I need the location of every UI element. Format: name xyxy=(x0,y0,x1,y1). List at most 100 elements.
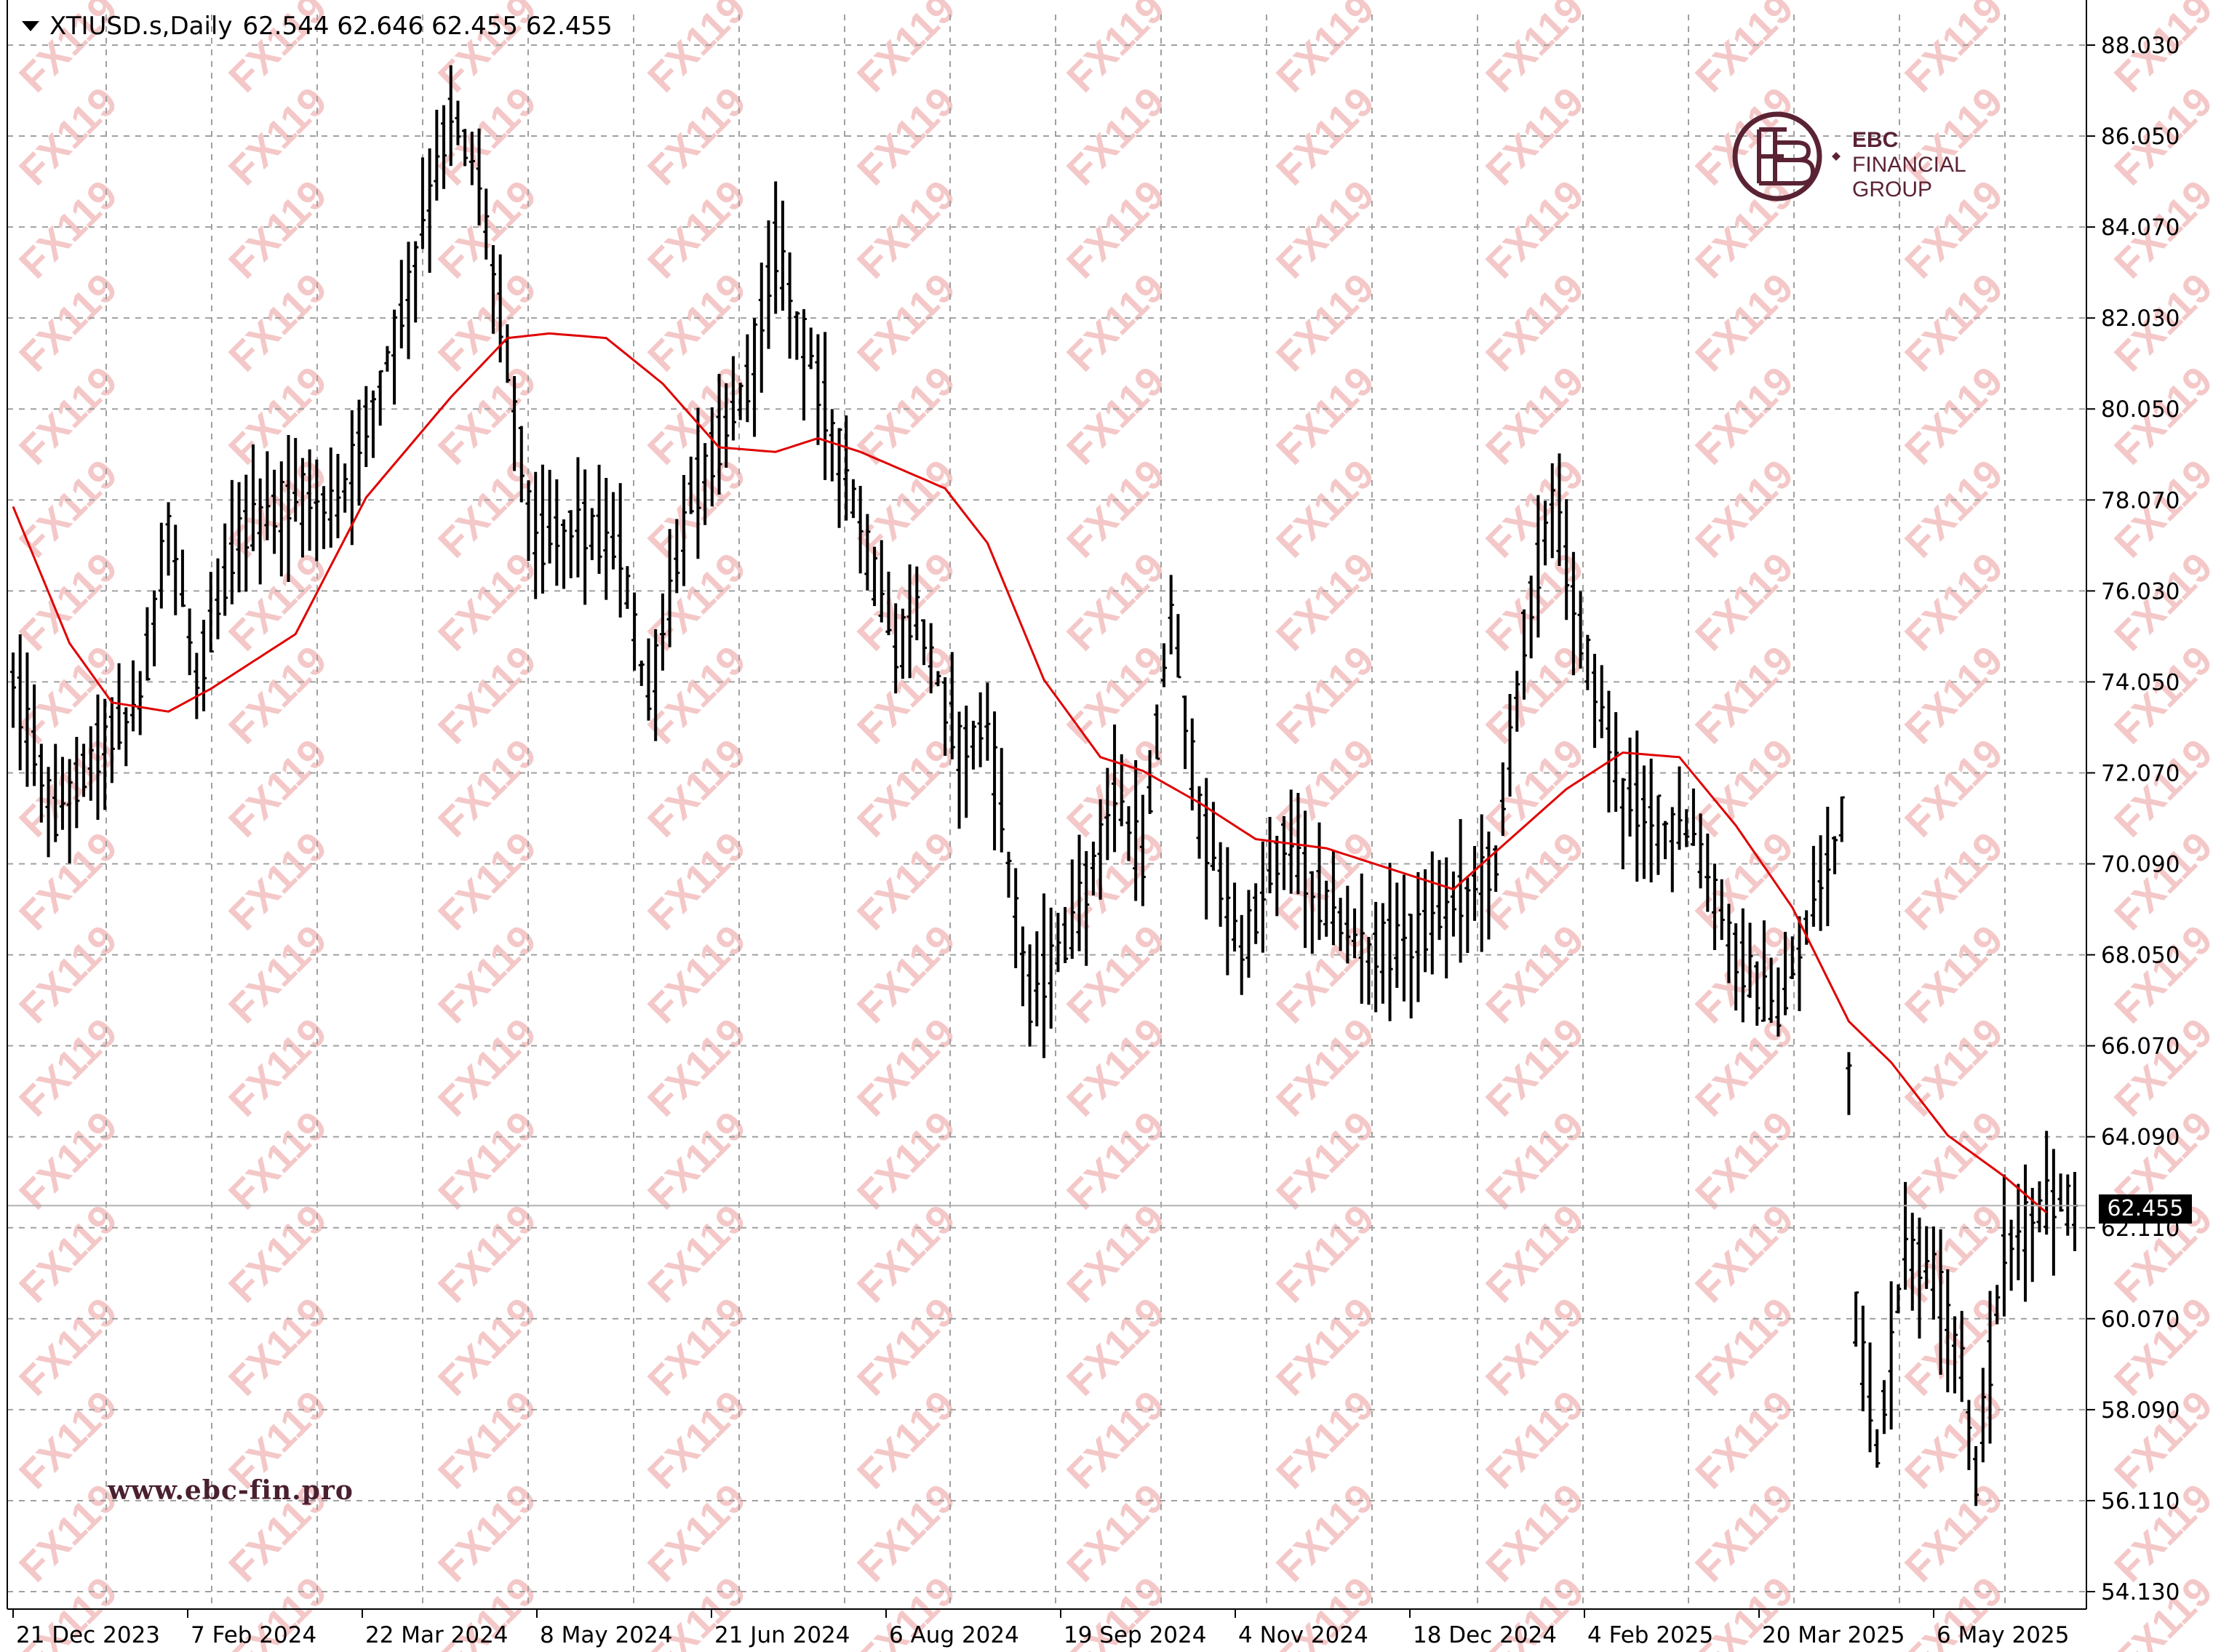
watermark-text: FX119 xyxy=(1477,171,1592,287)
watermark-text: FX119 xyxy=(848,1381,964,1497)
watermark-text: FX119 xyxy=(1896,730,2011,845)
dropdown-triangle-icon[interactable] xyxy=(22,21,39,31)
watermark-text: FX119 xyxy=(220,1102,335,1218)
watermark-text: FX119 xyxy=(1896,1009,2011,1125)
watermark-text: FX119 xyxy=(1267,1288,1383,1404)
watermark-text: FX119 xyxy=(639,1195,754,1311)
watermark-text: FX119 xyxy=(848,1102,964,1218)
watermark-text: FX119 xyxy=(639,1288,754,1404)
brand-text: EBC FINANCIAL GROUP xyxy=(1852,128,1966,202)
watermark-text: FX119 xyxy=(1267,543,1383,659)
watermark-text: FX119 xyxy=(1058,0,1173,100)
watermark-text: FX119 xyxy=(1896,543,2011,659)
ohlc-bars xyxy=(10,65,2078,1507)
website-url: www.ebc-fin.pro xyxy=(108,1475,354,1506)
watermark-text: FX119 xyxy=(10,357,126,473)
watermark-text: FX119 xyxy=(1058,543,1173,659)
watermark-text: FX119 xyxy=(1896,357,2011,473)
watermark-text: FX119 xyxy=(1477,730,1592,845)
watermark-text: FX119 xyxy=(848,1009,964,1125)
watermark-text: FX119 xyxy=(1477,543,1592,659)
x-tick-label: 4 Feb 2025 xyxy=(1587,1622,1713,1648)
watermark-text: FX119 xyxy=(1058,1475,1173,1590)
x-tick-label: 6 May 2025 xyxy=(1937,1622,2069,1648)
watermark-tiles: FX119 FX119 FX119 FX119 FX119 FX119 FX119 FX119… xyxy=(10,0,2213,1652)
y-tick-label: 76.030 xyxy=(2101,578,2180,604)
watermark-text: FX119 xyxy=(639,1102,754,1218)
watermark-text: FX119 xyxy=(2105,916,2213,1031)
x-tick-label: 18 Dec 2024 xyxy=(1413,1622,1557,1648)
watermark-text: FX119 xyxy=(220,1288,335,1404)
watermark-text: FX119 xyxy=(848,357,964,473)
watermark-text: FX119 xyxy=(1058,1381,1173,1497)
watermark-text: FX119 xyxy=(639,1381,754,1497)
y-tick-label: 66.070 xyxy=(2101,1034,2180,1060)
y-tick-label: 72.070 xyxy=(2101,760,2180,786)
watermark-text: FX119 xyxy=(1267,264,1383,380)
watermark-text: FX119 xyxy=(1477,0,1592,100)
watermark-text: FX119 xyxy=(1267,1009,1383,1125)
brand-name: EBC xyxy=(1852,128,1899,152)
ohlc-values: 62.544 62.646 62.455 62.455 xyxy=(242,12,613,41)
x-tick-label: 7 Feb 2024 xyxy=(191,1622,316,1648)
y-tick-label: 68.050 xyxy=(2101,943,2180,969)
watermark-text: FX119 xyxy=(1477,1475,1592,1590)
watermark-text: FX119 xyxy=(848,264,964,380)
watermark-text: FX119 xyxy=(10,450,126,566)
x-tick-label: 4 Nov 2024 xyxy=(1238,1622,1368,1648)
y-tick-label: 82.030 xyxy=(2101,306,2180,332)
watermark-text: FX119 xyxy=(220,823,335,938)
watermark-text: FX119 xyxy=(10,171,126,287)
watermark-text: FX119 xyxy=(1896,1381,2011,1497)
chart-grid xyxy=(7,15,2086,1609)
watermark-text: FX119 xyxy=(1477,1288,1592,1404)
watermark-text: FX119 xyxy=(1058,916,1173,1031)
x-tick-label: 21 Jun 2024 xyxy=(714,1622,850,1648)
ebc-logo-icon xyxy=(1732,111,1841,201)
watermark-text: FX119 xyxy=(639,1009,754,1125)
watermark-text: FX119 xyxy=(1686,1288,1802,1404)
watermark-text: FX119 xyxy=(2105,1009,2213,1125)
watermark-text: FX119 xyxy=(10,823,126,938)
x-tick-label: 22 Mar 2024 xyxy=(365,1622,509,1648)
watermark-text: FX119 xyxy=(639,823,754,938)
watermark-text: FX119 xyxy=(1058,450,1173,566)
brand-sub-1: FINANCIAL xyxy=(1852,153,1966,177)
watermark-text: FX119 xyxy=(639,916,754,1031)
chart-axes xyxy=(7,0,2087,1610)
watermark-text: FX119 xyxy=(848,171,964,287)
watermark-text: FX119 xyxy=(1058,1102,1173,1218)
watermark-text: FX119 xyxy=(1267,1195,1383,1311)
y-tick-label: 86.050 xyxy=(2101,124,2180,150)
watermark-text: FX119 xyxy=(639,0,754,100)
y-tick-label: 80.050 xyxy=(2101,396,2180,423)
watermark-text: FX119 xyxy=(1686,1102,1802,1218)
watermark-text: FX119 xyxy=(1267,1102,1383,1218)
watermark-text: FX119 xyxy=(1267,0,1383,100)
watermark-text: FX119 xyxy=(1058,171,1173,287)
watermark-text: FX119 xyxy=(1058,357,1173,473)
watermark-text: FX119 xyxy=(1896,450,2011,566)
watermark-text: FX119 xyxy=(639,730,754,845)
watermark-text: FX119 xyxy=(1267,171,1383,287)
watermark-text: FX119 xyxy=(1896,264,2011,380)
x-axis-ticks: 21 Dec 2023 7 Feb 2024 22 Mar 2024 8 May 20… xyxy=(12,1609,2069,1648)
watermark-text: FX119 xyxy=(1896,916,2011,1031)
watermark-text: FX119 xyxy=(1058,1288,1173,1404)
watermark-text: FX119 xyxy=(848,1288,964,1404)
watermark-text: FX119 xyxy=(639,171,754,287)
watermark-text: FX119 xyxy=(1896,0,2011,100)
watermark-text: FX119 xyxy=(1686,1381,1802,1497)
watermark-text: FX119 xyxy=(1896,823,2011,938)
y-tick-label: 54.130 xyxy=(2101,1579,2180,1605)
watermark-text: FX119 xyxy=(639,264,754,380)
watermark-text: FX119 xyxy=(1686,637,1802,752)
watermark-text: FX119 xyxy=(848,543,964,659)
watermark-text: FX119 xyxy=(2105,823,2213,938)
watermark-text: FX119 xyxy=(1058,1009,1173,1125)
x-tick-label: 19 Sep 2024 xyxy=(1064,1622,1206,1648)
watermark-text: FX119 xyxy=(1686,0,1802,100)
x-tick-label: 8 May 2024 xyxy=(540,1622,672,1648)
chart-header[interactable]: XTIUSD.s,Daily 62.544 62.646 62.455 62.4… xyxy=(22,12,613,41)
